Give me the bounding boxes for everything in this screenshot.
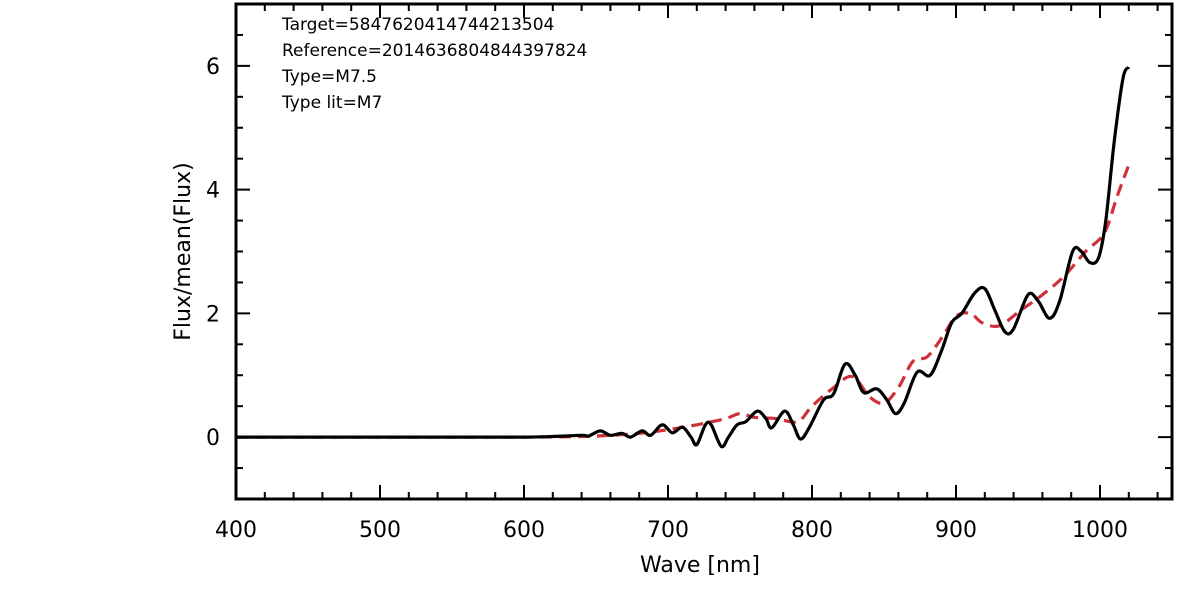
annotation-block: Target=5847620414744213504 Reference=2014…: [281, 15, 587, 113]
annotation-line: Target=5847620414744213504: [281, 15, 554, 35]
annotation-line: Reference=2014636804844397824: [282, 41, 587, 61]
y-tick-label: 0: [206, 426, 220, 451]
target-spectrum-line: [236, 66, 1131, 449]
annotation-line: Type=M7.5: [281, 67, 377, 87]
y-axis-label: Flux/mean(Flux): [171, 162, 196, 340]
y-tick-label: 4: [206, 179, 220, 204]
x-tick-label: 700: [647, 518, 689, 543]
axis-ticks: [235, 3, 1172, 500]
x-axis-label: Wave [nm]: [640, 553, 760, 578]
annotation-line: Type lit=M7: [281, 93, 382, 113]
x-tick-label: 1000: [1072, 518, 1128, 543]
x-tick-label: 800: [791, 518, 833, 543]
x-tick-label: 600: [503, 518, 545, 543]
reference-spectrum-line: [236, 164, 1131, 439]
y-tick-label: 6: [206, 55, 220, 80]
y-tick-label: 2: [206, 302, 220, 327]
x-tick-label: 900: [935, 518, 977, 543]
series-layer: [236, 66, 1131, 449]
axis-tick-labels: 400 500 600 700 800 900 1000 0 2 4 6: [206, 55, 1128, 543]
x-tick-label: 500: [359, 518, 401, 543]
x-tick-label: 400: [215, 518, 257, 543]
